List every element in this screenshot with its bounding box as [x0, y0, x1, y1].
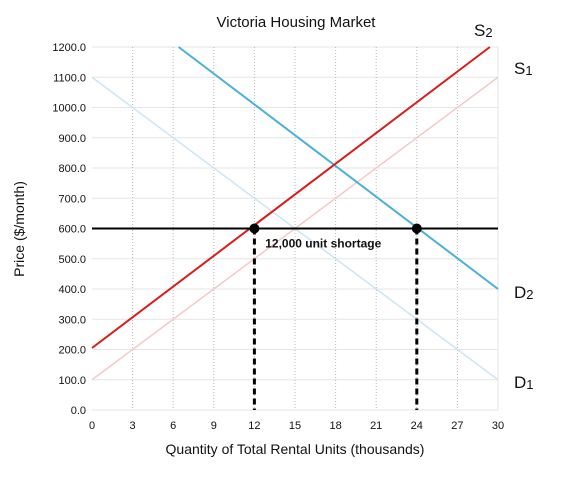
chart-title: Victoria Housing Market	[217, 14, 377, 31]
series-s2	[91, 46, 491, 349]
x-tick-label: 30	[492, 420, 504, 432]
ticks: 0.0 100.0 200.0 300.0 400.0 500.0 600.0 700.0 80…	[52, 42, 504, 432]
x-tick-label: 3	[130, 420, 136, 432]
y-axis-label: Price ($/month)	[11, 181, 27, 277]
intersection-point	[411, 223, 422, 234]
intersection-point	[249, 223, 260, 234]
y-tick-label: 400.0	[58, 284, 86, 296]
x-tick-label: 21	[370, 420, 382, 432]
y-tick-label: 100.0	[58, 375, 86, 387]
curve-label-d2: D2	[514, 283, 534, 302]
y-tick-label: 500.0	[58, 254, 86, 266]
shortage-annotation: 12,000 unit shortage	[265, 237, 381, 251]
y-tick-label: 700.0	[58, 193, 86, 205]
curve-labels: D1 S1 D2 S2	[474, 21, 534, 392]
x-axis-label: Quantity of Total Rental Units (thousand…	[166, 441, 425, 457]
y-tick-label: 800.0	[58, 163, 86, 175]
y-tick-label: 1100.0	[53, 72, 86, 84]
y-tick-label: 0.0	[71, 405, 86, 417]
y-tick-label: 1000.0	[52, 103, 86, 115]
x-tick-label: 27	[451, 420, 463, 432]
curve-label-s1: S1	[514, 59, 533, 78]
y-tick-label: 300.0	[58, 314, 86, 326]
curve-label-d1: D1	[514, 373, 534, 392]
x-tick-label: 24	[411, 420, 423, 432]
x-tick-label: 9	[211, 420, 217, 432]
x-tick-label: 15	[289, 420, 301, 432]
y-tick-label: 600.0	[58, 224, 86, 236]
y-tick-label: 200.0	[58, 345, 86, 357]
x-tick-label: 18	[329, 420, 341, 432]
y-tick-label: 900.0	[58, 133, 86, 145]
x-tick-label: 6	[170, 420, 176, 432]
curve-label-s2: S2	[474, 21, 493, 40]
x-tick-label: 12	[248, 420, 260, 432]
y-tick-label: 1200.0	[52, 42, 86, 54]
x-tick-label: 0	[89, 420, 95, 432]
overlay: 12,000 unit shortage	[92, 223, 498, 410]
series-d2	[178, 46, 499, 290]
